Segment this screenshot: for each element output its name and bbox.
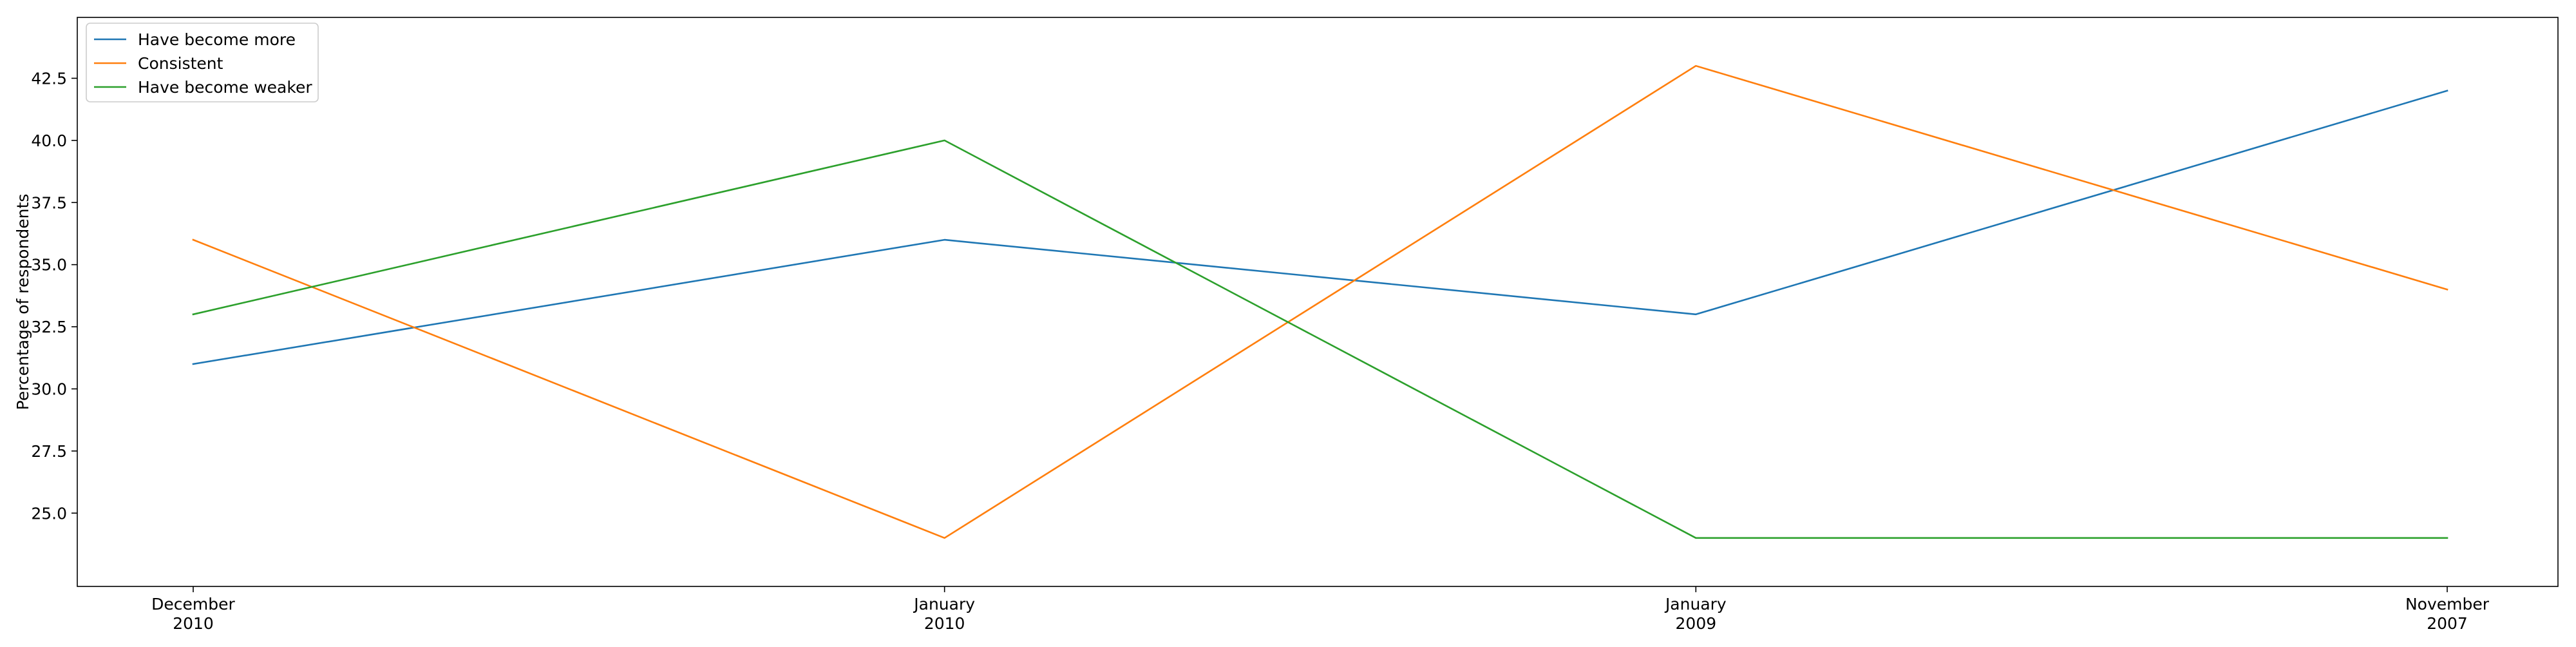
plot-frame (77, 17, 2559, 587)
y-tick-label: 42.5 (31, 69, 67, 88)
legend-label: Consistent (138, 54, 223, 73)
y-tick-label: 40.0 (31, 131, 67, 150)
legend-label: Have become more (138, 30, 296, 49)
y-tick-label: 37.5 (31, 193, 67, 212)
x-tick-label: January 2009 (1664, 595, 1727, 633)
series-layer (192, 64, 2448, 539)
legend: Have become more Consistent Have become we… (86, 23, 319, 102)
y-axis-label: Percentage of respondents (14, 194, 32, 410)
x-tick-label: January 2010 (913, 595, 975, 633)
y-tick-label: 32.5 (31, 318, 67, 336)
legend-box (86, 23, 319, 102)
y-tick-label: 27.5 (31, 442, 67, 461)
x-tick-label: November 2007 (2405, 595, 2490, 633)
y-tick-label: 30.0 (31, 380, 67, 398)
axes-layer: 25.0 27.5 30.0 32.5 35.0 37.5 40.0 42.5 December… (14, 17, 2559, 633)
y-tick-label: 35.0 (31, 256, 67, 275)
x-tick-label: December 2010 (151, 595, 235, 633)
series-line-have-become-weaker (192, 139, 2448, 539)
series-line-consistent (192, 64, 2448, 539)
legend-label: Have become weaker (138, 78, 312, 97)
series-line-have-become-more (192, 90, 2448, 365)
y-tick-label: 25.0 (31, 504, 67, 523)
